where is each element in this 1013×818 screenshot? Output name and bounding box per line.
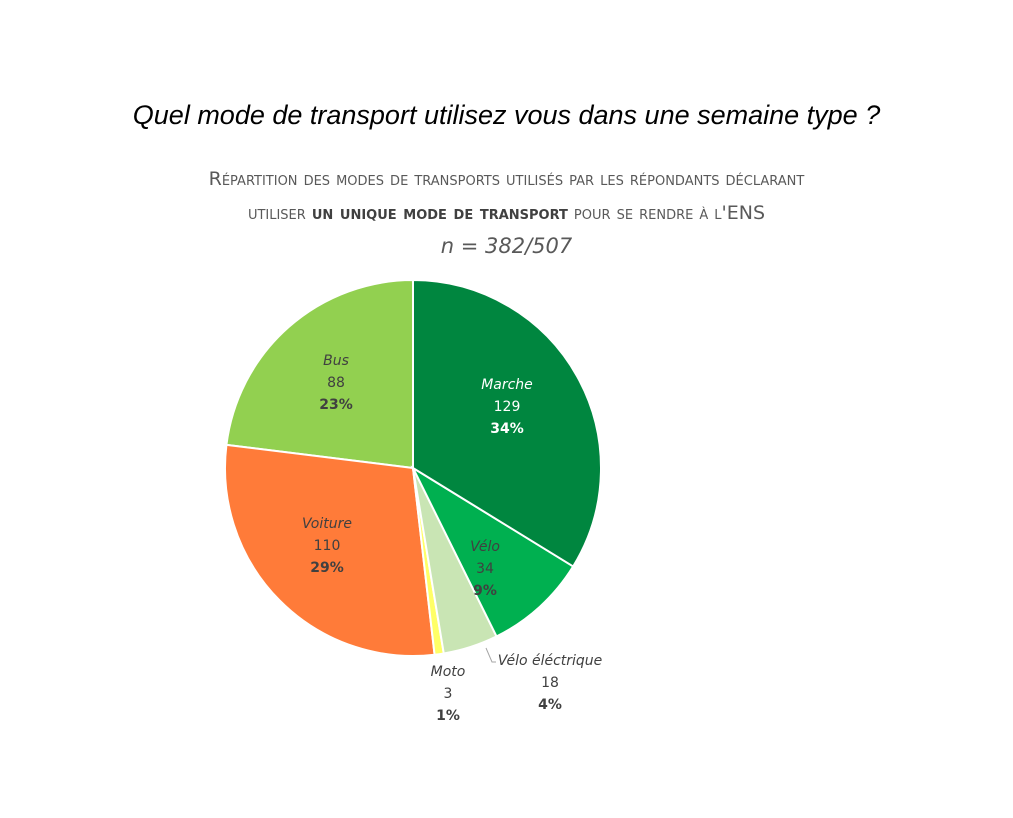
- label-voiture: Voiture 110 29%: [302, 513, 352, 579]
- label-velo: Vélo 34 9%: [470, 536, 500, 602]
- pie-slice-voiture: [224, 443, 436, 657]
- chart-title: Quel mode de transport utilisez vous dan…: [132, 100, 881, 130]
- chart-subtitle-line2: utiliser un unique mode de transport pou…: [0, 202, 1013, 224]
- label-name: Moto: [430, 664, 466, 680]
- label-percent: 1%: [436, 708, 460, 724]
- pie-slice-velo: [410, 465, 575, 638]
- label-percent: 4%: [538, 697, 562, 713]
- label-name: Voiture: [302, 516, 352, 532]
- label-moto: Moto 3 1%: [431, 661, 466, 727]
- label-value: 110: [313, 538, 341, 554]
- label-value: 129: [493, 399, 521, 415]
- label-percent: 34%: [490, 421, 524, 437]
- label-percent: 29%: [310, 560, 344, 576]
- label-marche: Marche 129 34%: [481, 374, 533, 440]
- label-value: 88: [327, 375, 345, 391]
- label-percent: 23%: [319, 397, 353, 413]
- label-value: 34: [476, 561, 494, 577]
- subtitle-bold: un unique mode de transport: [311, 202, 568, 224]
- pie-slice-marche: [412, 278, 602, 568]
- subtitle-pre: utiliser: [247, 202, 312, 224]
- sample-size: n = 382/507: [440, 234, 573, 258]
- label-percent: 9%: [473, 583, 497, 599]
- label-name: Bus: [323, 353, 349, 369]
- leader-line-velo-electrique: [485, 647, 496, 663]
- label-name: Vélo éléctrique: [497, 653, 603, 669]
- label-value: 3: [443, 686, 453, 702]
- label-velo-electrique: Vélo éléctrique 18 4%: [498, 650, 603, 716]
- label-value: 18: [541, 675, 559, 691]
- chart-subtitle-line1: Répartition des modes de transports util…: [208, 168, 805, 190]
- label-name: Vélo: [470, 539, 500, 555]
- label-bus: Bus 88 23%: [319, 350, 353, 416]
- pie-slice-bus: [225, 278, 414, 470]
- label-name: Marche: [481, 377, 533, 393]
- subtitle-post: pour se rendre à l'ENS: [567, 202, 766, 224]
